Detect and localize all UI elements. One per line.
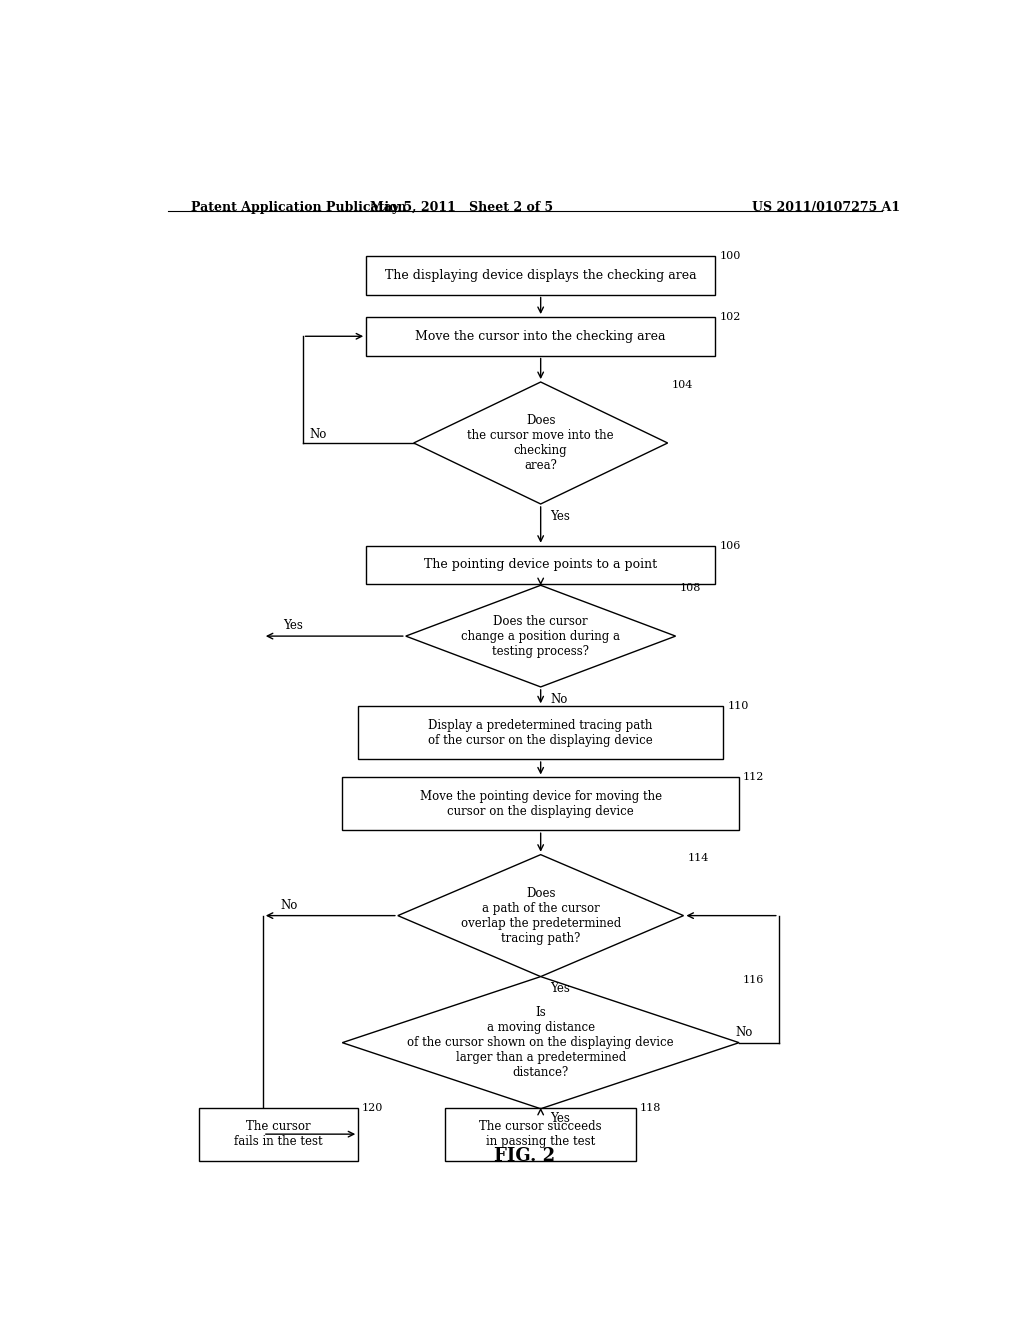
Text: 108: 108 — [680, 583, 700, 594]
Text: The displaying device displays the checking area: The displaying device displays the check… — [385, 269, 696, 281]
Text: 106: 106 — [719, 541, 740, 550]
Text: The cursor
fails in the test: The cursor fails in the test — [234, 1121, 324, 1148]
Text: FIG. 2: FIG. 2 — [495, 1147, 555, 1164]
Text: Yes: Yes — [283, 619, 303, 632]
Text: The pointing device points to a point: The pointing device points to a point — [424, 558, 657, 572]
Text: 102: 102 — [719, 312, 740, 322]
FancyBboxPatch shape — [358, 706, 723, 759]
FancyBboxPatch shape — [367, 317, 715, 355]
Text: 104: 104 — [672, 380, 693, 391]
FancyBboxPatch shape — [445, 1107, 636, 1160]
Text: No: No — [735, 1026, 753, 1039]
Text: Is
a moving distance
of the cursor shown on the displaying device
larger than a : Is a moving distance of the cursor shown… — [408, 1006, 674, 1080]
FancyBboxPatch shape — [342, 777, 739, 830]
Text: Yes: Yes — [550, 982, 570, 995]
Text: 100: 100 — [719, 251, 740, 261]
Text: Patent Application Publication: Patent Application Publication — [191, 201, 407, 214]
Text: Move the pointing device for moving the
cursor on the displaying device: Move the pointing device for moving the … — [420, 789, 662, 818]
Text: 110: 110 — [727, 701, 749, 711]
Text: US 2011/0107275 A1: US 2011/0107275 A1 — [753, 201, 900, 214]
Text: May 5, 2011   Sheet 2 of 5: May 5, 2011 Sheet 2 of 5 — [370, 201, 553, 214]
FancyBboxPatch shape — [200, 1107, 358, 1160]
Polygon shape — [397, 854, 684, 977]
Text: Does the cursor
change a position during a
testing process?: Does the cursor change a position during… — [461, 615, 621, 657]
Text: Does
the cursor move into the
checking
area?: Does the cursor move into the checking a… — [467, 414, 614, 473]
Polygon shape — [406, 585, 676, 686]
Text: No: No — [281, 899, 298, 912]
Text: 118: 118 — [640, 1102, 662, 1113]
Text: 120: 120 — [362, 1102, 383, 1113]
FancyBboxPatch shape — [367, 545, 715, 585]
Polygon shape — [414, 381, 668, 504]
Text: The cursor succeeds
in passing the test: The cursor succeeds in passing the test — [479, 1121, 602, 1148]
FancyBboxPatch shape — [367, 256, 715, 294]
Text: Yes: Yes — [550, 1113, 570, 1126]
Text: Yes: Yes — [550, 510, 570, 523]
Polygon shape — [342, 977, 739, 1109]
Text: 116: 116 — [743, 974, 764, 985]
Text: Does
a path of the cursor
overlap the predetermined
tracing path?: Does a path of the cursor overlap the pr… — [461, 887, 621, 945]
Text: No: No — [550, 693, 567, 706]
Text: No: No — [309, 429, 327, 441]
Text: Display a predetermined tracing path
of the cursor on the displaying device: Display a predetermined tracing path of … — [428, 718, 653, 747]
Text: 112: 112 — [743, 772, 764, 783]
Text: 114: 114 — [687, 853, 709, 863]
Text: Move the cursor into the checking area: Move the cursor into the checking area — [416, 330, 666, 343]
